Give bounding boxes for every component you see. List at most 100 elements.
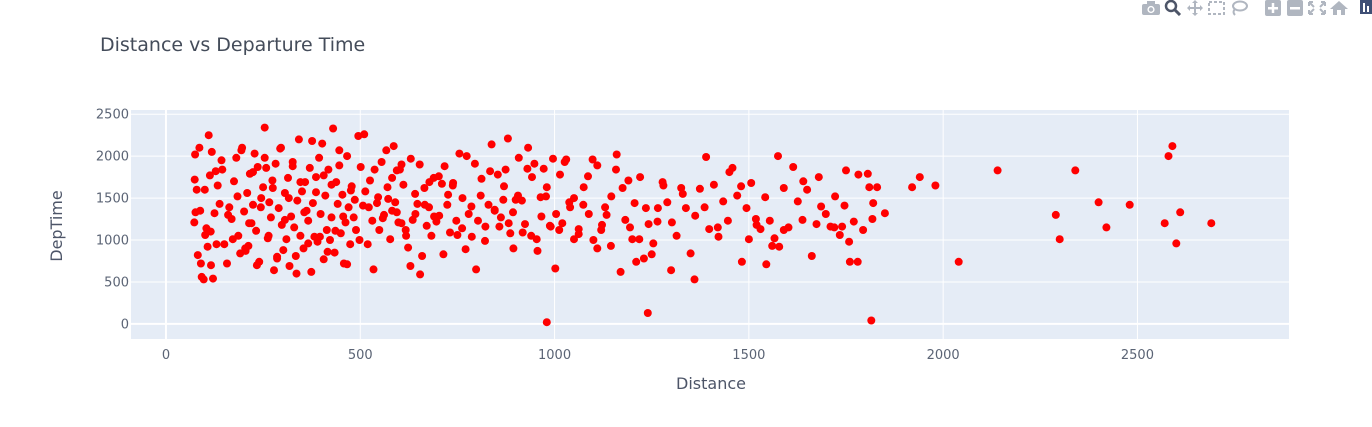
data-point[interactable] (859, 226, 868, 234)
data-point[interactable] (533, 246, 542, 255)
data-point[interactable] (406, 154, 415, 163)
data-point[interactable] (315, 153, 324, 162)
data-point[interactable] (644, 220, 653, 229)
data-point[interactable] (252, 226, 261, 235)
data-point[interactable] (437, 179, 446, 188)
data-point[interactable] (411, 210, 420, 218)
data-point[interactable] (713, 223, 722, 232)
data-point[interactable] (616, 267, 625, 276)
data-point[interactable] (237, 146, 246, 155)
data-point[interactable] (355, 236, 364, 244)
data-point[interactable] (213, 181, 222, 190)
data-point[interactable] (322, 226, 331, 234)
data-point[interactable] (252, 261, 261, 270)
data-point[interactable] (240, 207, 249, 216)
data-point[interactable] (768, 241, 777, 250)
data-point[interactable] (993, 166, 1002, 175)
data-point[interactable] (618, 184, 627, 192)
data-point[interactable] (265, 198, 274, 207)
pan-icon[interactable] (1184, 0, 1206, 16)
data-point[interactable] (686, 249, 695, 258)
data-point[interactable] (191, 150, 200, 159)
data-point[interactable] (444, 190, 453, 199)
data-point[interactable] (486, 167, 495, 176)
data-point[interactable] (264, 231, 273, 240)
data-point[interactable] (392, 166, 401, 175)
data-point[interactable] (415, 160, 424, 169)
data-point[interactable] (374, 193, 383, 202)
data-point[interactable] (635, 235, 644, 244)
data-point[interactable] (369, 265, 378, 274)
data-point[interactable] (714, 232, 723, 241)
data-point[interactable] (280, 215, 289, 224)
data-point[interactable] (574, 225, 583, 234)
data-point[interactable] (601, 203, 610, 212)
data-point[interactable] (865, 183, 874, 192)
data-point[interactable] (702, 153, 711, 161)
data-point[interactable] (464, 210, 473, 218)
data-point[interactable] (233, 192, 242, 201)
data-point[interactable] (621, 215, 630, 224)
data-point[interactable] (368, 216, 377, 225)
data-point[interactable] (291, 252, 300, 260)
data-point[interactable] (838, 222, 847, 231)
data-point[interactable] (747, 179, 756, 187)
data-point[interactable] (249, 200, 257, 209)
data-point[interactable] (803, 185, 812, 194)
data-point[interactable] (551, 264, 560, 273)
data-point[interactable] (681, 204, 690, 213)
data-point[interactable] (584, 210, 593, 218)
data-point[interactable] (733, 191, 742, 200)
data-point[interactable] (821, 210, 830, 218)
data-point[interactable] (484, 200, 493, 209)
data-point[interactable] (420, 200, 429, 209)
data-point[interactable] (282, 235, 291, 244)
data-point[interactable] (461, 245, 470, 254)
data-point[interactable] (542, 183, 551, 192)
data-point[interactable] (346, 240, 355, 249)
data-point[interactable] (762, 260, 771, 269)
data-point[interactable] (558, 219, 567, 228)
data-point[interactable] (523, 164, 532, 173)
data-point[interactable] (343, 260, 352, 269)
data-point[interactable] (270, 266, 278, 275)
data-point[interactable] (452, 216, 461, 225)
data-point[interactable] (344, 203, 353, 212)
data-point[interactable] (312, 173, 320, 182)
data-point[interactable] (490, 205, 499, 214)
data-point[interactable] (207, 147, 216, 156)
data-point[interactable] (845, 237, 854, 246)
data-point[interactable] (588, 155, 597, 164)
data-point[interactable] (774, 152, 782, 161)
data-point[interactable] (190, 218, 199, 227)
data-point[interactable] (719, 197, 728, 206)
data-point[interactable] (607, 192, 616, 201)
data-point[interactable] (641, 204, 650, 213)
data-point[interactable] (448, 181, 457, 190)
data-point[interactable] (765, 216, 774, 225)
data-point[interactable] (514, 153, 523, 162)
data-point[interactable] (196, 259, 205, 268)
data-point[interactable] (649, 239, 658, 248)
data-point[interactable] (849, 217, 858, 226)
data-point[interactable] (434, 172, 443, 181)
data-point[interactable] (305, 163, 314, 172)
data-point[interactable] (274, 204, 283, 213)
plot-area[interactable] (131, 110, 1289, 339)
data-point[interactable] (817, 202, 826, 211)
data-point[interactable] (579, 200, 588, 209)
data-point[interactable] (826, 222, 835, 231)
data-point[interactable] (863, 169, 872, 178)
data-point[interactable] (667, 266, 676, 275)
data-point[interactable] (326, 236, 334, 244)
data-point[interactable] (695, 184, 704, 193)
data-point[interactable] (411, 189, 420, 198)
data-point[interactable] (506, 229, 515, 238)
data-point[interactable] (723, 216, 732, 225)
data-point[interactable] (422, 221, 431, 230)
data-point[interactable] (524, 143, 533, 152)
data-point[interactable] (389, 142, 398, 151)
data-point[interactable] (868, 215, 877, 223)
data-point[interactable] (467, 232, 476, 241)
data-point[interactable] (1055, 235, 1064, 244)
